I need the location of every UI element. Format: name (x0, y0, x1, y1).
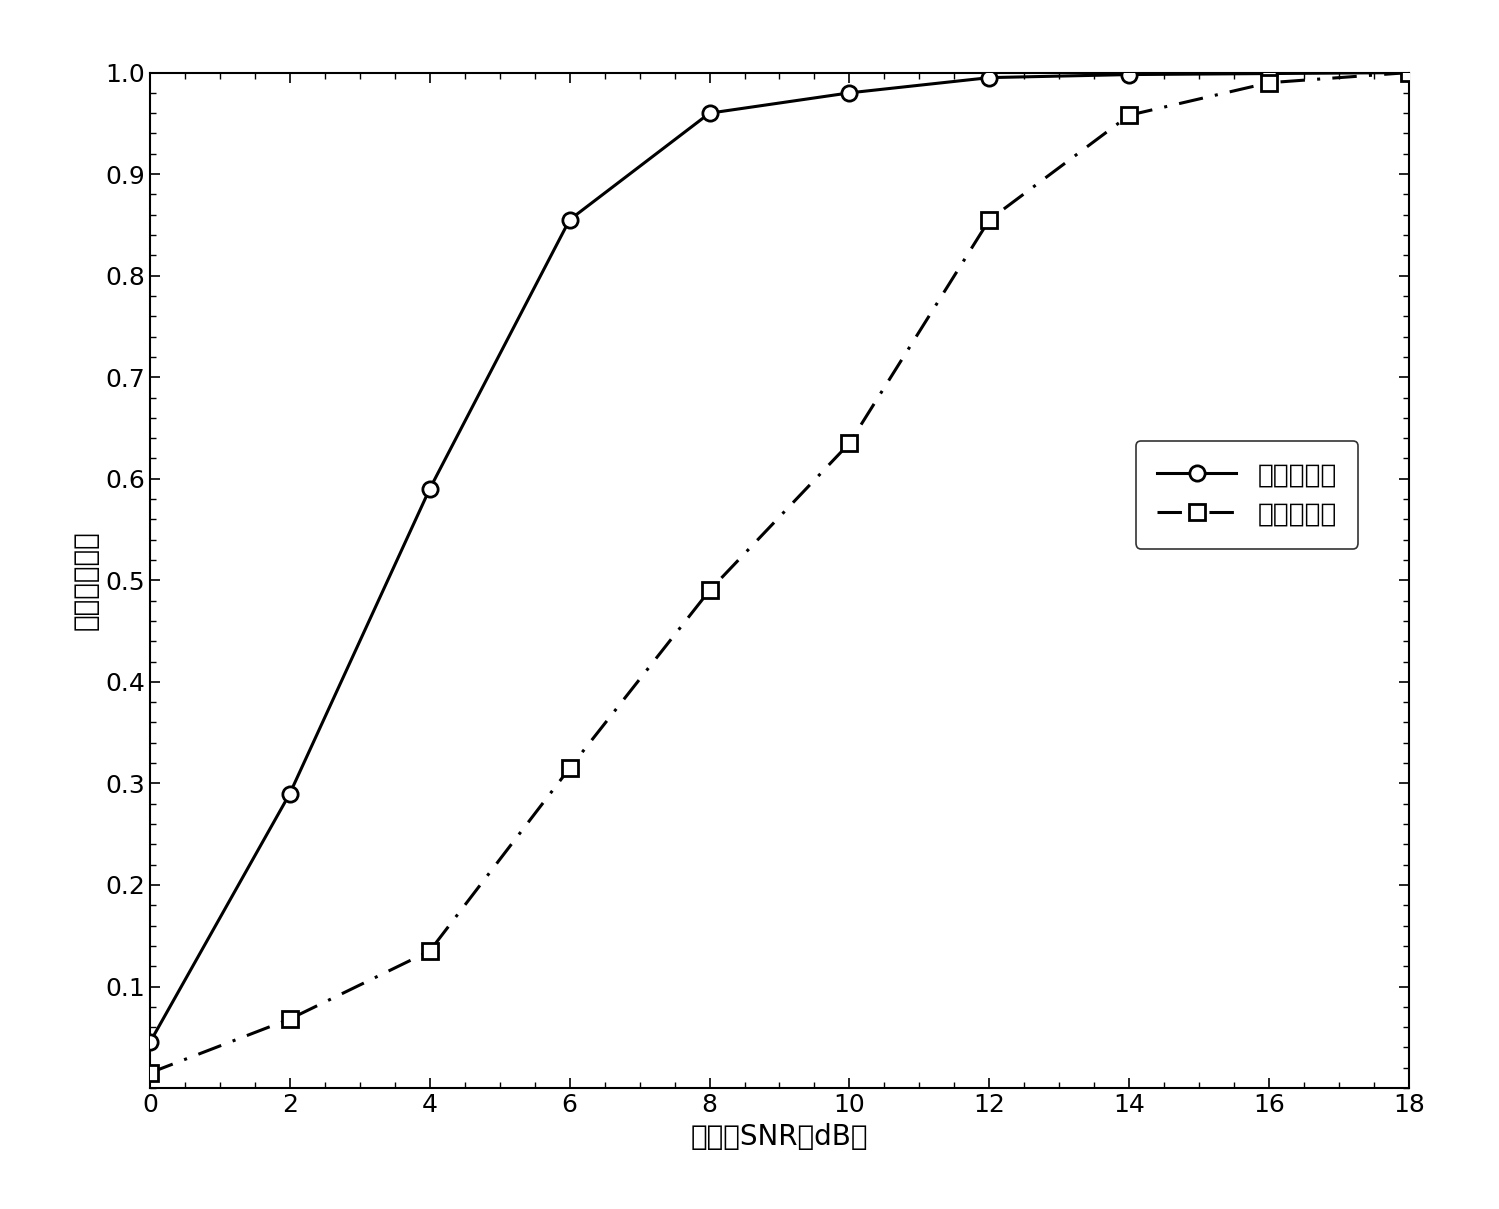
本发明方法 (1400, 65, 1418, 80)
Line: 本发明方法: 本发明方法 (142, 65, 1417, 1051)
单支路方法 (561, 760, 579, 775)
单支路方法 (421, 944, 439, 959)
单支路方法 (1400, 65, 1418, 80)
单支路方法 (700, 583, 718, 597)
X-axis label: 信噪比SNR（dB）: 信噪比SNR（dB） (691, 1122, 868, 1151)
单支路方法 (841, 436, 859, 451)
本发明方法 (700, 106, 718, 121)
本发明方法 (841, 86, 859, 100)
本发明方法 (1261, 66, 1279, 81)
本发明方法 (1120, 68, 1138, 82)
单支路方法 (1120, 108, 1138, 122)
Legend: 本发明方法, 单支路方法: 本发明方法, 单支路方法 (1136, 441, 1358, 549)
本发明方法 (561, 213, 579, 227)
Line: 单支路方法: 单支路方法 (142, 65, 1417, 1081)
单支路方法 (141, 1065, 159, 1080)
本发明方法 (980, 70, 998, 85)
本发明方法 (141, 1035, 159, 1049)
单支路方法 (980, 213, 998, 227)
单支路方法 (1261, 75, 1279, 89)
单支路方法 (280, 1012, 298, 1026)
本发明方法 (280, 786, 298, 800)
Y-axis label: 正确检测概率: 正确检测概率 (72, 531, 99, 630)
本发明方法 (421, 481, 439, 496)
